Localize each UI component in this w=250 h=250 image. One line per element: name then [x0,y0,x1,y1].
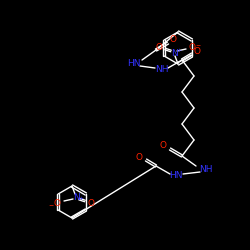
Text: O: O [194,48,200,56]
Text: O: O [54,198,60,207]
Text: O: O [88,198,94,207]
Text: O: O [188,42,196,51]
Text: −: − [48,202,54,207]
Text: N: N [72,192,80,202]
Text: NH: NH [199,166,213,174]
Text: +: + [176,48,182,54]
Text: HN: HN [127,60,141,68]
Text: N: N [170,48,177,58]
Text: HN: HN [169,172,183,180]
Text: NH: NH [155,66,169,74]
Text: O: O [156,42,162,51]
Text: O: O [136,154,142,162]
Text: +: + [78,196,84,202]
Text: O: O [160,140,166,149]
Text: −: − [196,42,200,48]
Text: O: O [170,34,176,43]
